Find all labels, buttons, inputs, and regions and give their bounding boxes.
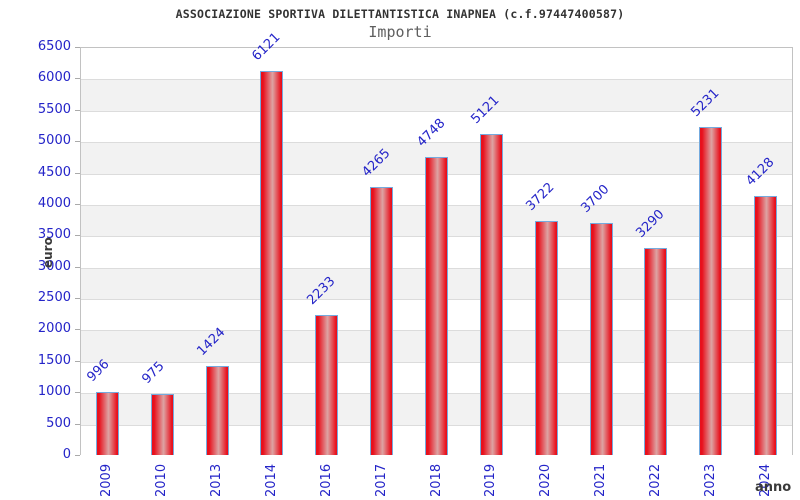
y-tick-mark <box>75 329 80 331</box>
bar-2013 <box>205 365 229 455</box>
y-tick-mark <box>75 392 80 394</box>
gridline <box>81 142 792 144</box>
bar-2019 <box>479 133 503 455</box>
bar-2009 <box>95 392 119 455</box>
plot-band <box>81 110 792 143</box>
y-tick-mark <box>75 360 80 362</box>
x-tick-label: 2023 <box>702 463 718 497</box>
bar-2022 <box>644 248 668 455</box>
x-tick-label: 2017 <box>373 463 389 497</box>
x-axis-title: anno <box>755 480 792 495</box>
y-tick-mark <box>75 172 80 174</box>
y-tick-mark <box>75 203 80 205</box>
y-tick-label: 1500 <box>37 352 71 368</box>
y-tick-label: 4500 <box>37 164 71 180</box>
y-tick-label: 3000 <box>37 258 71 274</box>
x-tick-label: 2022 <box>647 463 663 497</box>
bar-2024 <box>754 195 778 455</box>
x-tick-label: 2018 <box>428 463 444 497</box>
y-axis-title: euro <box>41 237 55 268</box>
gridline <box>81 79 792 81</box>
y-tick-mark <box>75 266 80 268</box>
x-tick-label: 2019 <box>483 463 499 497</box>
bar-2018 <box>425 156 448 455</box>
gridline <box>81 110 792 112</box>
y-tick-label: 6000 <box>37 70 71 86</box>
y-tick-label: 5500 <box>37 101 71 117</box>
x-tick-label: 2021 <box>593 463 609 497</box>
bar-2023 <box>699 126 723 455</box>
y-tick-label: 2500 <box>37 290 71 306</box>
bar-2010 <box>150 393 174 455</box>
x-tick-label: 2020 <box>538 463 554 497</box>
bar-2017 <box>370 187 394 455</box>
x-tick-label: 2013 <box>209 463 225 497</box>
y-tick-label: 1000 <box>37 384 71 400</box>
y-tick-label: 4000 <box>37 195 71 211</box>
y-tick-label: 3500 <box>37 227 71 243</box>
y-tick-mark <box>75 298 80 300</box>
x-tick-label: 2010 <box>154 463 170 497</box>
bar-2021 <box>589 222 613 455</box>
chart-title: ASSOCIAZIONE SPORTIVA DILETTANTISTICA IN… <box>175 7 625 21</box>
y-tick-mark <box>75 109 80 111</box>
plot-band <box>81 79 792 111</box>
y-tick-label: 2000 <box>37 321 71 337</box>
y-tick-mark <box>75 423 80 425</box>
chart-subtitle: Importi <box>368 23 432 41</box>
y-tick-label: 5000 <box>37 133 71 149</box>
bar-2020 <box>534 221 558 455</box>
y-tick-mark <box>75 455 80 456</box>
x-tick-label: 2014 <box>263 463 279 497</box>
x-tick-label: 2009 <box>99 463 115 497</box>
y-tick-label: 6500 <box>37 39 71 54</box>
y-tick-label: 500 <box>46 415 71 431</box>
y-tick-mark <box>75 141 80 143</box>
y-tick-label: 0 <box>62 447 71 462</box>
y-tick-mark <box>75 78 80 80</box>
plot-band <box>81 48 792 80</box>
x-tick-label: 2016 <box>318 463 334 497</box>
y-tick-mark <box>75 235 80 237</box>
bar-2014 <box>260 70 284 455</box>
bar-2016 <box>315 314 339 455</box>
y-tick-mark <box>75 47 80 48</box>
